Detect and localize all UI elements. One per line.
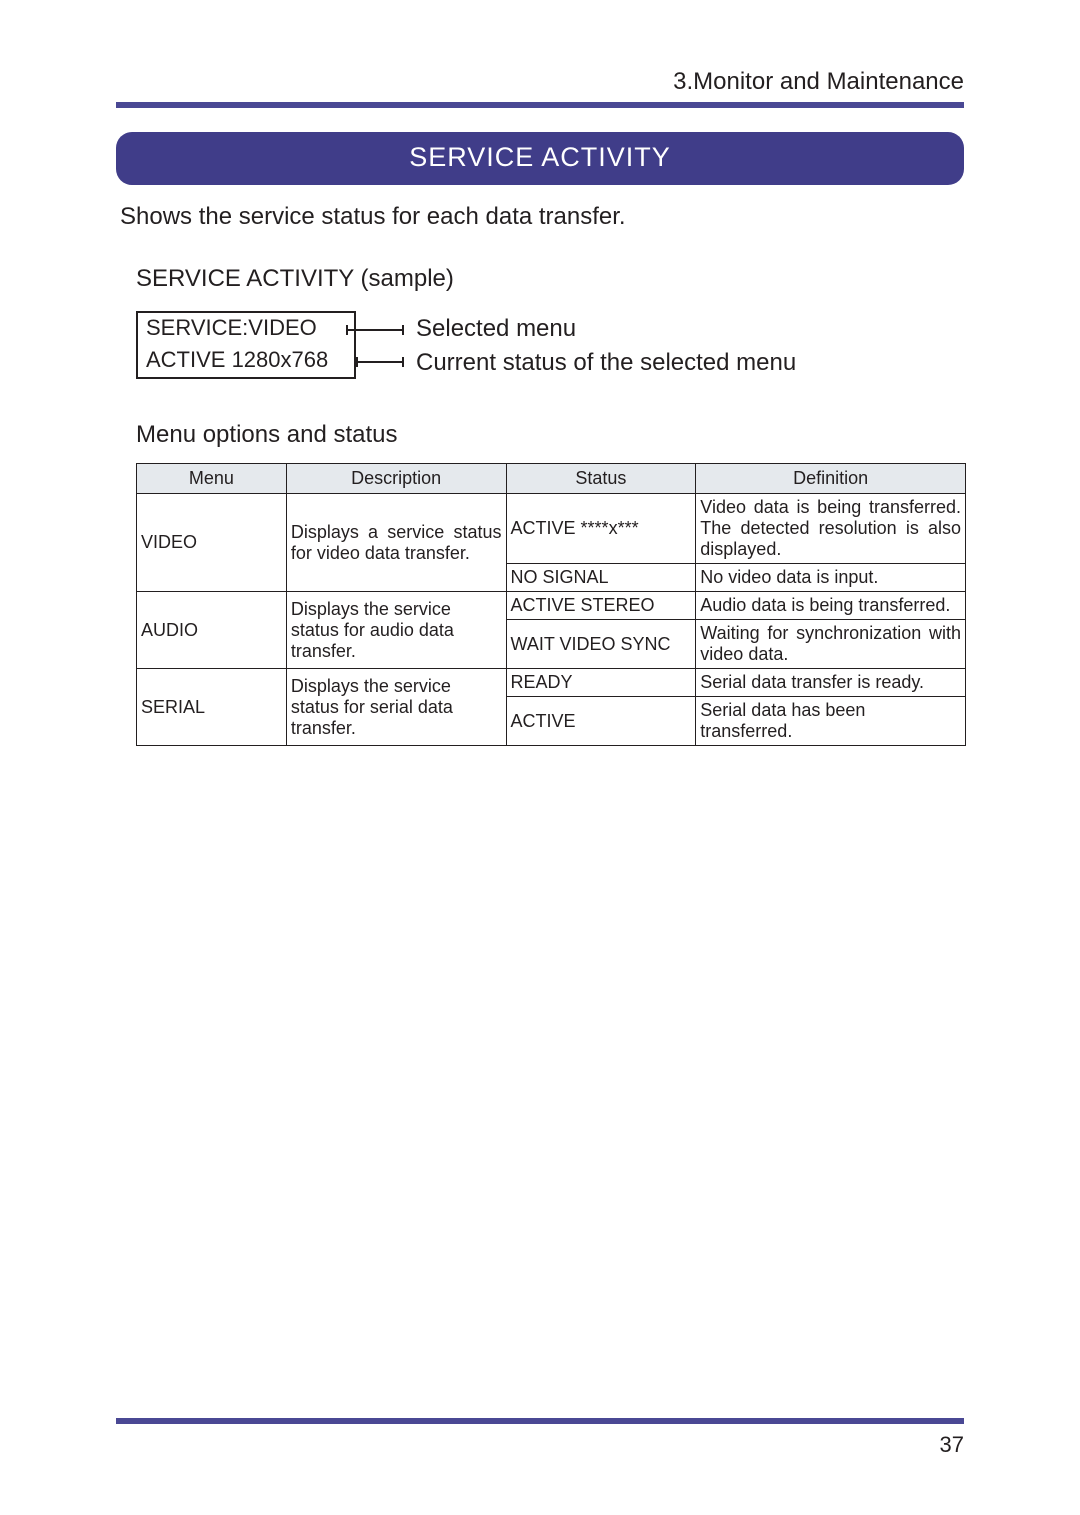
- breadcrumb: 3.Monitor and Maintenance: [116, 68, 964, 96]
- callout-tick-1a: [346, 325, 348, 335]
- options-table: Menu Description Status Definition VIDEO…: [136, 463, 966, 746]
- cell-menu: AUDIO: [137, 592, 287, 669]
- table-header-row: Menu Description Status Definition: [137, 464, 966, 494]
- sample-display-box: SERVICE:VIDEO ACTIVE 1280x768: [136, 311, 356, 379]
- page-number: 37: [940, 1432, 964, 1458]
- cell-status: WAIT VIDEO SYNC: [506, 620, 696, 669]
- cell-description: Displays a service status for video data…: [286, 494, 506, 592]
- callout-label-2: Current status of the selected menu: [416, 349, 796, 377]
- cell-description: Displays the service status for serial d…: [286, 669, 506, 746]
- cell-definition: Audio data is being transferred.: [696, 592, 966, 620]
- table-heading: Menu options and status: [136, 421, 964, 449]
- cell-definition: Video data is being transferred. The det…: [696, 494, 966, 564]
- callout-line-2: [356, 361, 404, 363]
- table-row: AUDIO Displays the service status for au…: [137, 592, 966, 620]
- callout-label-1: Selected menu: [416, 315, 576, 343]
- table-row: SERIAL Displays the service status for s…: [137, 669, 966, 697]
- footer-rule: [116, 1418, 964, 1424]
- sample-heading: SERVICE ACTIVITY (sample): [136, 265, 964, 293]
- callout-tick-2a: [356, 357, 358, 367]
- cell-menu: VIDEO: [137, 494, 287, 592]
- th-description: Description: [286, 464, 506, 494]
- header-rule: [116, 102, 964, 108]
- cell-description: Displays the service status for audio da…: [286, 592, 506, 669]
- callout-tick-2b: [402, 357, 404, 367]
- section-intro: Shows the service status for each data t…: [120, 203, 964, 231]
- cell-menu: SERIAL: [137, 669, 287, 746]
- callout-line-1: [346, 329, 404, 331]
- sample-line-1: SERVICE:VIDEO: [138, 313, 354, 345]
- cell-definition: No video data is input.: [696, 564, 966, 592]
- th-definition: Definition: [696, 464, 966, 494]
- cell-status: NO SIGNAL: [506, 564, 696, 592]
- sample-diagram: SERVICE:VIDEO ACTIVE 1280x768 Selected m…: [136, 311, 964, 391]
- cell-status: ACTIVE ****x***: [506, 494, 696, 564]
- cell-definition: Serial data transfer is ready.: [696, 669, 966, 697]
- callout-tick-1b: [402, 325, 404, 335]
- cell-status: ACTIVE: [506, 697, 696, 746]
- sample-line-2: ACTIVE 1280x768: [138, 345, 354, 377]
- cell-definition: Waiting for synchronization with video d…: [696, 620, 966, 669]
- th-menu: Menu: [137, 464, 287, 494]
- cell-status: ACTIVE STEREO: [506, 592, 696, 620]
- page-content: 3.Monitor and Maintenance SERVICE ACTIVI…: [116, 68, 964, 746]
- th-status: Status: [506, 464, 696, 494]
- table-row: VIDEO Displays a service status for vide…: [137, 494, 966, 564]
- section-title-banner: SERVICE ACTIVITY: [116, 132, 964, 185]
- cell-definition: Serial data has been transferred.: [696, 697, 966, 746]
- cell-status: READY: [506, 669, 696, 697]
